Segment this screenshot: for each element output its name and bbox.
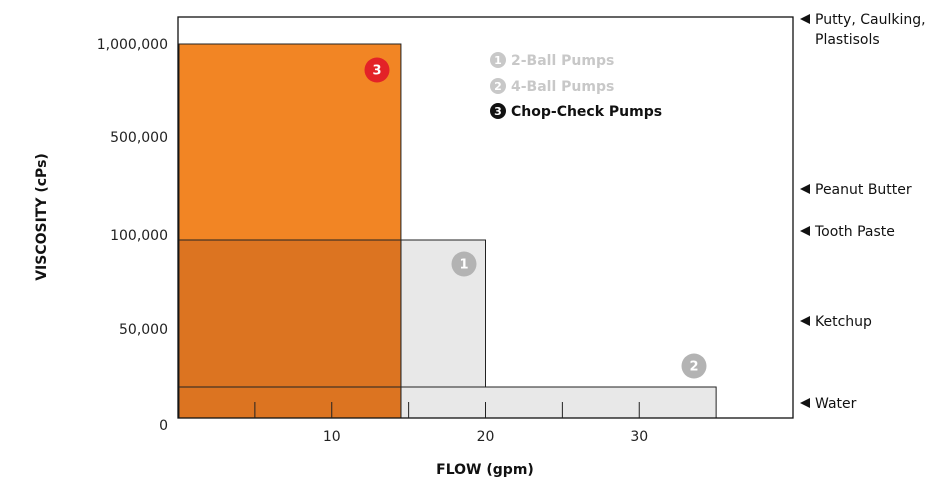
four-ball-badge-label: 2 bbox=[689, 360, 698, 375]
legend-marker-3 bbox=[490, 103, 506, 119]
legend-label-2: 4-Ball Pumps bbox=[511, 79, 614, 95]
annotation-label: Putty, Caulking, bbox=[815, 12, 926, 28]
annotation-label: Tooth Paste bbox=[814, 224, 895, 240]
y-tick-label: 500,000 bbox=[110, 130, 168, 146]
annotation-arrow-icon bbox=[800, 14, 810, 24]
annotation-arrow-icon bbox=[800, 226, 810, 236]
y-tick-label: 50,000 bbox=[119, 322, 168, 338]
annotation-arrow-icon bbox=[800, 398, 810, 408]
chop-check-badge-label: 3 bbox=[372, 64, 381, 79]
x-axis-title: FLOW (gpm) bbox=[436, 462, 534, 478]
y-tick-label: 0 bbox=[159, 418, 168, 434]
chop-check-badge bbox=[364, 57, 390, 83]
y-tick-label: 100,000 bbox=[110, 228, 168, 244]
annotation-arrow-icon bbox=[800, 316, 810, 326]
legend-marker-1 bbox=[490, 52, 506, 68]
annotation-label: Ketchup bbox=[815, 314, 872, 330]
legend-marker-2 bbox=[490, 78, 506, 94]
legend-label-1: 2-Ball Pumps bbox=[511, 53, 614, 69]
overlap-area bbox=[178, 239, 402, 419]
legend-label-3: Chop-Check Pumps bbox=[511, 104, 662, 120]
legend-marker-label: 2 bbox=[494, 80, 502, 93]
legend-marker-label: 3 bbox=[494, 105, 502, 118]
x-tick-label: 10 bbox=[323, 429, 341, 445]
annotation-arrow-icon bbox=[800, 184, 810, 194]
x-tick-label: 20 bbox=[477, 429, 495, 445]
annotation-label: Water bbox=[815, 396, 857, 412]
x-tick-label: 30 bbox=[630, 429, 648, 445]
y-axis-title: VISCOSITY (cPs) bbox=[34, 153, 50, 281]
legend-marker-label: 1 bbox=[494, 54, 502, 67]
two-ball-badge bbox=[451, 251, 477, 277]
two-ball-badge-label: 1 bbox=[459, 258, 468, 273]
four-ball-badge bbox=[681, 353, 707, 379]
annotation-label: Plastisols bbox=[815, 32, 880, 48]
annotation-label: Peanut Butter bbox=[815, 182, 912, 198]
y-tick-label: 1,000,000 bbox=[97, 37, 168, 53]
